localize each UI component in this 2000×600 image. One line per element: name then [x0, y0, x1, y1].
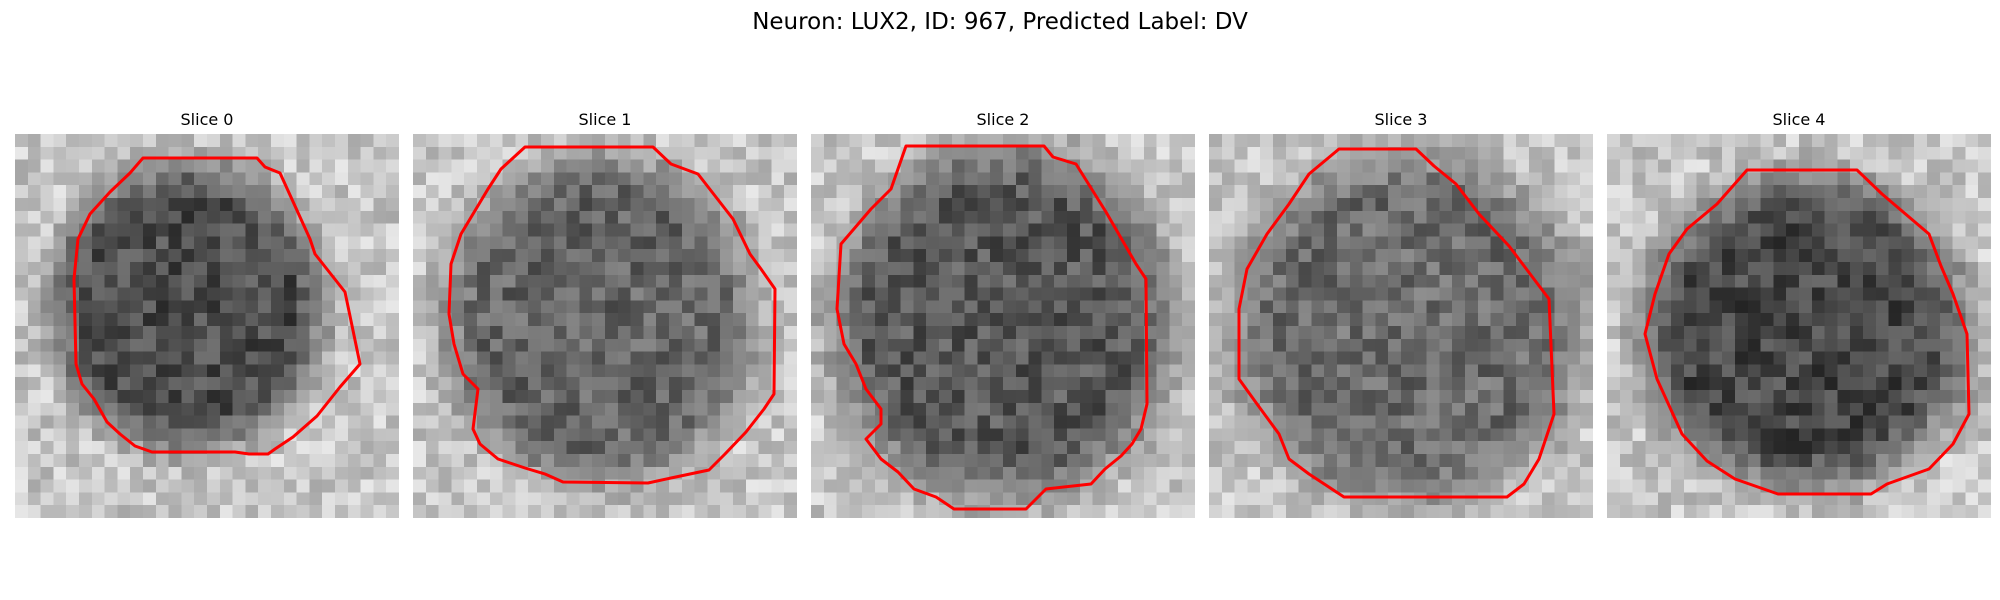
slice-image: [811, 134, 1195, 518]
slice-image-frame: [811, 134, 1195, 518]
slice-image-frame: [413, 134, 797, 518]
slice-title: Slice 4: [1772, 110, 1826, 129]
cell-contour: [1643, 168, 1971, 496]
slice-title: Slice 3: [1374, 110, 1428, 129]
slice-image: [15, 134, 399, 518]
slice-title: Slice 2: [976, 110, 1030, 129]
slice-image: [413, 134, 797, 518]
figure-title: Neuron: LUX2, ID: 967, Predicted Label: …: [752, 9, 1248, 35]
slice-panel-0: Slice 0: [15, 106, 399, 518]
cell-contour: [72, 156, 362, 456]
cell-contour: [1237, 147, 1556, 499]
slice-image-frame: [15, 134, 399, 518]
slice-image-frame: [1607, 134, 1991, 518]
slice-image-frame: [1209, 134, 1593, 518]
slice-title: Slice 1: [578, 110, 632, 129]
slice-panel-1: Slice 1: [413, 106, 797, 518]
cell-contour: [835, 144, 1149, 511]
slice-panel-4: Slice 4: [1607, 106, 1991, 518]
slice-panel-3: Slice 3: [1209, 106, 1593, 518]
slice-image: [1607, 134, 1991, 518]
slice-title: Slice 0: [180, 110, 234, 129]
slice-panel-2: Slice 2: [811, 106, 1195, 518]
slice-image: [1209, 134, 1593, 518]
cell-contour: [447, 145, 777, 485]
